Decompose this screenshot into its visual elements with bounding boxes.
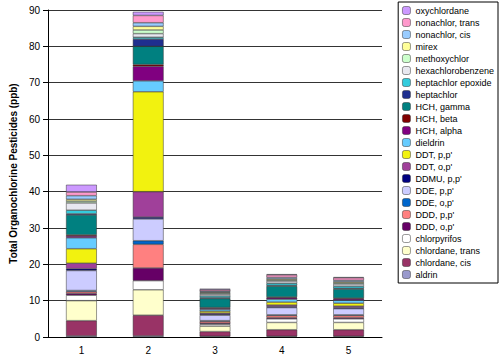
svg-text:40: 40 <box>29 186 41 197</box>
svg-text:aldrin: aldrin <box>415 270 437 280</box>
svg-text:1: 1 <box>79 345 85 355</box>
svg-text:HCH, beta: HCH, beta <box>415 114 457 124</box>
svg-text:hexachlorobenzene: hexachlorobenzene <box>415 66 494 76</box>
svg-text:chlordane, cis: chlordane, cis <box>415 258 471 268</box>
svg-text:3: 3 <box>212 345 218 355</box>
svg-text:HCH, alpha: HCH, alpha <box>415 126 462 136</box>
svg-text:4: 4 <box>279 345 285 355</box>
svg-text:HCH, gamma: HCH, gamma <box>415 102 470 112</box>
svg-text:50: 50 <box>29 150 41 161</box>
svg-text:DDD, o,p': DDD, o,p' <box>415 222 454 232</box>
svg-text:nonachlor, trans: nonachlor, trans <box>415 18 480 28</box>
svg-text:DDE, p,p': DDE, p,p' <box>415 186 454 196</box>
svg-text:20: 20 <box>29 259 41 270</box>
svg-text:5: 5 <box>346 345 352 355</box>
svg-text:DDD, p,p': DDD, p,p' <box>415 210 454 220</box>
svg-text:80: 80 <box>29 41 41 52</box>
svg-text:oxychlordane: oxychlordane <box>415 6 469 16</box>
svg-text:90: 90 <box>29 5 41 16</box>
svg-text:methoxychlor: methoxychlor <box>415 54 469 64</box>
svg-text:60: 60 <box>29 114 41 125</box>
svg-text:chlorpyrifos: chlorpyrifos <box>415 234 462 244</box>
svg-text:2: 2 <box>145 345 151 355</box>
svg-text:0: 0 <box>34 332 40 343</box>
svg-text:heptachlor epoxide: heptachlor epoxide <box>415 78 491 88</box>
svg-text:mirex: mirex <box>415 42 437 52</box>
svg-text:70: 70 <box>29 77 41 88</box>
svg-text:10: 10 <box>29 295 41 306</box>
svg-text:DDE, o,p': DDE, o,p' <box>415 198 454 208</box>
svg-text:dieldrin: dieldrin <box>415 138 444 148</box>
svg-text:DDT, o,p': DDT, o,p' <box>415 162 452 172</box>
svg-text:heptachlor: heptachlor <box>415 90 457 100</box>
svg-text:nonachlor, cis: nonachlor, cis <box>415 30 471 40</box>
svg-text:DDT, p,p': DDT, p,p' <box>415 150 452 160</box>
svg-text:30: 30 <box>29 223 41 234</box>
svg-text:Total Organochlorine Pesticide: Total Organochlorine Pesticides (ppb) <box>8 83 19 263</box>
svg-text:DDMU, p,p': DDMU, p,p' <box>415 174 462 184</box>
svg-text:chlordane, trans: chlordane, trans <box>415 246 480 256</box>
